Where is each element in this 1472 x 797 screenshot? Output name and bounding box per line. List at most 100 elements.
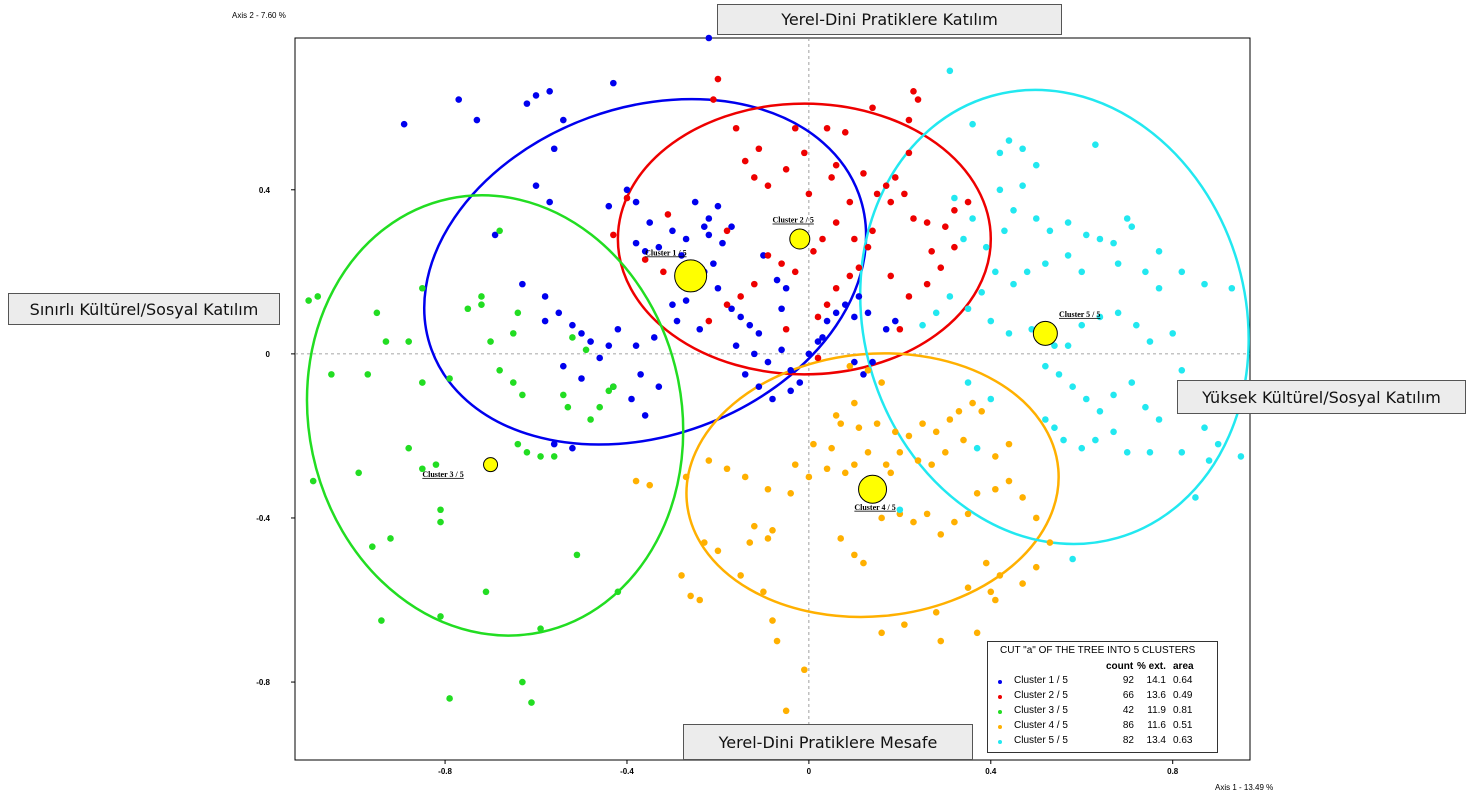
cluster-5-point	[1096, 313, 1104, 321]
cluster-2-point	[873, 190, 881, 198]
cluster-3-point	[514, 309, 522, 317]
cluster-4-point	[773, 637, 781, 645]
cluster-5-point	[1142, 403, 1149, 411]
cluster-3-point	[509, 379, 517, 386]
cluster-3-ellipse	[305, 194, 685, 637]
cluster-1-point	[778, 346, 785, 354]
legend-ext-5: 13.4	[1146, 735, 1166, 746]
cluster-3-point	[496, 366, 503, 374]
cluster-1-point	[546, 88, 553, 95]
cluster-4-point	[964, 584, 972, 592]
cluster-5-point	[1005, 137, 1013, 144]
legend-marker-5	[998, 740, 1002, 744]
cluster-4-point	[887, 469, 895, 477]
cluster-4-point	[878, 629, 885, 637]
cluster-4-point	[914, 457, 922, 464]
cluster-2-point	[664, 211, 672, 218]
x-tick-label: 0	[807, 767, 812, 776]
legend-header-ext: % ext.	[1137, 661, 1166, 672]
cluster-3-point	[378, 617, 385, 624]
cluster-3-point	[550, 453, 558, 460]
legend-row-2: Cluster 2 / 5 66 13.6 0.49	[988, 690, 1217, 705]
cluster-4-point	[823, 465, 831, 473]
cluster-2-point	[887, 198, 895, 206]
cluster-3-point	[496, 227, 503, 235]
cluster-5-point	[1032, 215, 1040, 222]
cluster-2-point	[737, 293, 744, 300]
legend-header-area: area	[1173, 661, 1194, 672]
cluster-1-point	[746, 321, 754, 329]
cluster-1-point	[655, 383, 663, 390]
cluster-4-point	[846, 362, 854, 370]
legend-count-5: 82	[1122, 735, 1134, 746]
cluster-5-point	[1114, 309, 1122, 317]
cluster-3-label: Cluster 3 / 5	[422, 470, 463, 479]
y-tick-label: -0.4	[256, 514, 270, 523]
cluster-2-point	[732, 124, 740, 132]
cluster-4-point	[805, 473, 813, 481]
legend-area-4: 0.51	[1173, 720, 1193, 731]
cluster-5-point	[1023, 268, 1031, 276]
cluster-1-point	[546, 198, 553, 206]
cluster-3-point	[373, 309, 381, 317]
cluster-4-label: Cluster 4 / 5	[854, 503, 895, 512]
callout-top: Yerel-Dini Pratiklere Katılım	[717, 4, 1062, 35]
cluster-1-point	[814, 338, 822, 345]
cluster-4-point	[791, 461, 799, 468]
cluster-2-point	[937, 264, 945, 272]
cluster-3-point	[519, 678, 526, 686]
cluster-4-point	[705, 457, 713, 464]
cluster-2-point	[778, 260, 785, 267]
cluster-5-point	[1019, 145, 1026, 153]
cluster-4-point	[764, 485, 772, 493]
cluster-4-point	[992, 453, 999, 460]
cluster-5-point	[1055, 371, 1063, 378]
cluster-4-point	[873, 420, 881, 427]
cluster-1-point	[400, 120, 408, 128]
cluster-4-point	[973, 629, 981, 637]
cluster-2-point	[855, 264, 863, 272]
cluster-5-point	[1069, 383, 1076, 390]
cluster-4-point	[878, 514, 885, 522]
callout-left: Sınırlı Kültürel/Sosyal Katılım	[8, 293, 280, 325]
cluster-1-point	[855, 293, 863, 300]
cluster-5-point	[1178, 268, 1186, 276]
cluster-2-point	[710, 96, 717, 103]
cluster-5-point	[946, 293, 954, 300]
cluster-2-point	[823, 124, 831, 132]
cluster-1-point	[610, 79, 617, 87]
cluster-3-point	[482, 588, 490, 596]
cluster-4-point	[1019, 494, 1026, 501]
cluster-1-point	[751, 350, 758, 358]
legend-marker-2	[998, 695, 1002, 699]
cluster-5-label: Cluster 5 / 5	[1059, 310, 1100, 319]
cluster-5-point	[1155, 416, 1163, 423]
cluster-1-point	[714, 284, 722, 292]
cluster-4-point	[646, 481, 654, 489]
cluster-5-point	[1032, 161, 1040, 169]
cluster-4-point	[855, 424, 863, 432]
x-axis-title: Axis 1 - 13.49 %	[1215, 783, 1274, 792]
cluster-4-point	[723, 465, 731, 473]
cluster-4-point	[864, 366, 872, 374]
cluster-4-point	[864, 449, 872, 456]
cluster-3-point	[564, 403, 572, 411]
legend-area-1: 0.64	[1173, 675, 1193, 686]
cluster-3-point	[446, 375, 453, 382]
cluster-2-point	[805, 190, 813, 198]
cluster-1-point	[705, 215, 713, 222]
cluster-4-point	[828, 444, 835, 452]
legend-row-3: Cluster 3 / 5 42 11.9 0.81	[988, 705, 1217, 720]
cluster-5-point	[951, 194, 958, 202]
cluster-1-point	[560, 362, 567, 370]
cluster-4-point	[951, 518, 958, 526]
cluster-4-point	[769, 526, 776, 534]
cluster-5-point	[946, 67, 954, 75]
cluster-5-point	[1069, 555, 1076, 563]
cluster-1-point	[728, 305, 735, 313]
cluster-2-point	[751, 280, 758, 288]
callout-right: Yüksek Kültürel/Sosyal Katılım	[1177, 380, 1466, 414]
cluster-5-point	[982, 243, 990, 251]
cluster-2-point	[846, 272, 854, 280]
cluster-2-point	[764, 252, 772, 259]
